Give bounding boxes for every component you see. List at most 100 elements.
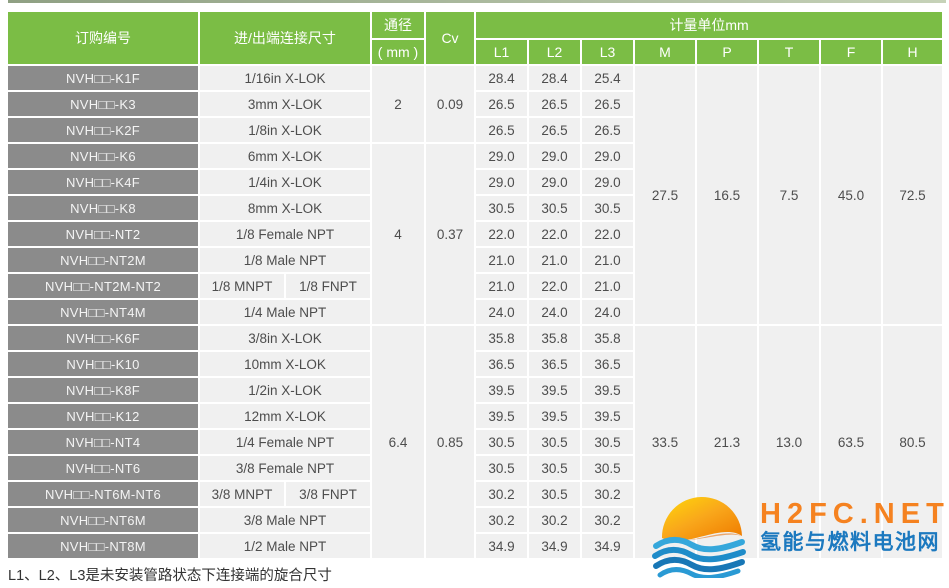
- t-cell: 13.0: [759, 326, 819, 558]
- order-code-cell: NVH□□-K3: [8, 92, 198, 116]
- order-code-cell: NVH□□-K4F: [8, 170, 198, 194]
- conn-cell: 1/2 Male NPT: [200, 534, 370, 558]
- bore-cell: 6.4: [372, 326, 424, 558]
- h-cell: 72.5: [883, 66, 942, 324]
- spec-table: 订购编号 进/出端连接尺寸 通径 Cv 计量单位mm ( mm ) L1 L2 …: [6, 10, 944, 560]
- l1-cell: 26.5: [476, 118, 527, 142]
- l1-cell: 36.5: [476, 352, 527, 376]
- l2-cell: 39.5: [529, 378, 580, 402]
- l3-cell: 36.5: [582, 352, 633, 376]
- order-code-cell: NVH□□-NT6M-NT6: [8, 482, 198, 506]
- table-row: NVH□□-NT2 1/8 Female NPT 22.0 22.0 22.0: [8, 222, 942, 246]
- l2-cell: 28.4: [529, 66, 580, 90]
- table-row: NVH□□-NT2M-NT2 1/8 MNPT 1/8 FNPT 21.0 22…: [8, 274, 942, 298]
- l2-cell: 30.5: [529, 430, 580, 454]
- l2-cell: 30.2: [529, 508, 580, 532]
- bore-cell: 2: [372, 66, 424, 142]
- f-cell: 63.5: [821, 326, 881, 558]
- l1-cell: 30.5: [476, 196, 527, 220]
- l1-cell: 30.2: [476, 508, 527, 532]
- l2-cell: 30.5: [529, 456, 580, 480]
- table-row: NVH□□-NT6M-NT6 3/8 MNPT 3/8 FNPT 30.2 30…: [8, 482, 942, 506]
- conn-cell: 8mm X-LOK: [200, 196, 370, 220]
- m-cell: 27.5: [635, 66, 695, 324]
- l3-cell: 30.5: [582, 430, 633, 454]
- l3-cell: 26.5: [582, 92, 633, 116]
- l1-cell: 22.0: [476, 222, 527, 246]
- header-dim-h: H: [883, 40, 942, 64]
- watermark-title: H2FC.NET: [760, 498, 949, 530]
- order-code-cell: NVH□□-K8F: [8, 378, 198, 402]
- l2-cell: 26.5: [529, 118, 580, 142]
- table-row: NVH□□-NT2M 1/8 Male NPT 21.0 21.0 21.0: [8, 248, 942, 272]
- table-row: NVH□□-K8 8mm X-LOK 30.5 30.5 30.5: [8, 196, 942, 220]
- l1-cell: 39.5: [476, 378, 527, 402]
- l3-cell: 30.2: [582, 482, 633, 506]
- table-row: NVH□□-K2F 1/8in X-LOK 26.5 26.5 26.5: [8, 118, 942, 142]
- order-code-cell: NVH□□-K8: [8, 196, 198, 220]
- table-row: NVH□□-K12 12mm X-LOK 39.5 39.5 39.5: [8, 404, 942, 428]
- order-code-cell: NVH□□-K1F: [8, 66, 198, 90]
- header-connection-size: 进/出端连接尺寸: [200, 12, 370, 64]
- header-bore: 通径: [372, 12, 424, 38]
- f-cell: 45.0: [821, 66, 881, 324]
- l1-cell: 30.2: [476, 482, 527, 506]
- order-code-cell: NVH□□-K10: [8, 352, 198, 376]
- l2-cell: 30.5: [529, 482, 580, 506]
- order-code-cell: NVH□□-NT4M: [8, 300, 198, 324]
- l2-cell: 24.0: [529, 300, 580, 324]
- l3-cell: 24.0: [582, 300, 633, 324]
- l3-cell: 30.5: [582, 196, 633, 220]
- l1-cell: 28.4: [476, 66, 527, 90]
- header-dim-l3: L3: [582, 40, 633, 64]
- watermark-logo: H2FC.NET 氢能与燃料电池网: [650, 492, 949, 578]
- header-row-1: 订购编号 进/出端连接尺寸 通径 Cv 计量单位mm: [8, 12, 942, 64]
- l3-cell: 26.5: [582, 118, 633, 142]
- l3-cell: 39.5: [582, 404, 633, 428]
- cv-cell: 0.09: [426, 66, 474, 142]
- table-row: NVH□□-K10 10mm X-LOK 36.5 36.5 36.5: [8, 352, 942, 376]
- cv-cell: 0.37: [426, 144, 474, 324]
- footnote: L1、L2、L3是未安装管路状态下连接端的旋合尺寸: [8, 568, 332, 584]
- table-row: NVH□□-K4F 1/4in X-LOK 29.0 29.0 29.0: [8, 170, 942, 194]
- conn-cell-right: 3/8 FNPT: [286, 482, 370, 506]
- l1-cell: 35.8: [476, 326, 527, 350]
- table-row: NVH□□-NT4 1/4 Female NPT 30.5 30.5 30.5: [8, 430, 942, 454]
- header-row-2: ( mm ) L1 L2 L3 M P T F H: [8, 40, 942, 64]
- l3-cell: 21.0: [582, 274, 633, 298]
- order-code-cell: NVH□□-K2F: [8, 118, 198, 142]
- table-row: NVH□□-K8F 1/2in X-LOK 39.5 39.5 39.5: [8, 378, 942, 402]
- l1-cell: 29.0: [476, 144, 527, 168]
- l2-cell: 35.8: [529, 326, 580, 350]
- conn-cell-left: 1/8 MNPT: [200, 274, 284, 298]
- conn-cell: 3mm X-LOK: [200, 92, 370, 116]
- l3-cell: 30.5: [582, 456, 633, 480]
- l3-cell: 25.4: [582, 66, 633, 90]
- l3-cell: 30.2: [582, 508, 633, 532]
- header-dim-l1: L1: [476, 40, 527, 64]
- h-cell: 80.5: [883, 326, 942, 558]
- header-order-code: 订购编号: [8, 12, 198, 64]
- header-units: 计量单位mm: [476, 12, 942, 38]
- table-row: NVH□□-NT6 3/8 Female NPT 30.5 30.5 30.5: [8, 456, 942, 480]
- header-dim-m: M: [635, 40, 695, 64]
- order-code-cell: NVH□□-NT6: [8, 456, 198, 480]
- l3-cell: 35.8: [582, 326, 633, 350]
- l1-cell: 21.0: [476, 248, 527, 272]
- l1-cell: 30.5: [476, 430, 527, 454]
- table-row: NVH□□-NT8M 1/2 Male NPT 34.9 34.9 34.9: [8, 534, 942, 558]
- conn-cell-left: 3/8 MNPT: [200, 482, 284, 506]
- table-row: NVH□□-NT4M 1/4 Male NPT 24.0 24.0 24.0: [8, 300, 942, 324]
- l3-cell: 39.5: [582, 378, 633, 402]
- l2-cell: 22.0: [529, 222, 580, 246]
- cv-cell: 0.85: [426, 326, 474, 558]
- t-cell: 7.5: [759, 66, 819, 324]
- order-code-cell: NVH□□-NT6M: [8, 508, 198, 532]
- table-row: NVH□□-K6F 3/8in X-LOK 6.4 0.85 35.8 35.8…: [8, 326, 942, 558]
- l2-cell: 21.0: [529, 248, 580, 272]
- l1-cell: 30.5: [476, 456, 527, 480]
- table-row: NVH□□-K3 3mm X-LOK 26.5 26.5 26.5: [8, 92, 942, 116]
- l2-cell: 36.5: [529, 352, 580, 376]
- conn-cell: 1/4 Female NPT: [200, 430, 370, 454]
- header-dim-f: F: [821, 40, 881, 64]
